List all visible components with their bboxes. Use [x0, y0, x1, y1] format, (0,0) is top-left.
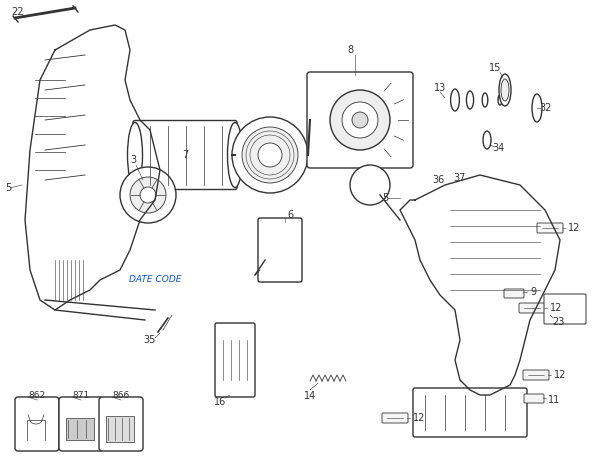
Text: 15: 15 — [489, 63, 501, 73]
Text: 13: 13 — [434, 83, 446, 93]
Text: 12: 12 — [413, 413, 425, 423]
Ellipse shape — [451, 89, 460, 111]
FancyBboxPatch shape — [258, 218, 302, 282]
Circle shape — [120, 167, 176, 223]
FancyBboxPatch shape — [523, 370, 549, 380]
FancyBboxPatch shape — [15, 397, 59, 451]
Text: 5: 5 — [382, 193, 388, 203]
Text: 8: 8 — [347, 45, 353, 55]
Ellipse shape — [501, 79, 509, 101]
Bar — [66, 418, 94, 440]
FancyBboxPatch shape — [59, 397, 103, 451]
Circle shape — [350, 165, 390, 205]
Text: 7: 7 — [182, 150, 188, 160]
Circle shape — [342, 102, 378, 138]
Circle shape — [232, 117, 308, 193]
Text: DATE CODE: DATE CODE — [129, 276, 181, 285]
Text: 16: 16 — [214, 397, 226, 407]
FancyBboxPatch shape — [382, 413, 408, 423]
FancyBboxPatch shape — [99, 397, 143, 451]
Text: 32: 32 — [539, 103, 551, 113]
Ellipse shape — [532, 94, 542, 122]
Ellipse shape — [227, 122, 242, 187]
Text: 34: 34 — [492, 143, 504, 153]
Text: 12: 12 — [550, 303, 562, 313]
FancyBboxPatch shape — [519, 303, 545, 313]
Text: 12: 12 — [554, 370, 566, 380]
Text: 23: 23 — [552, 317, 564, 327]
Text: 866: 866 — [112, 390, 130, 399]
FancyBboxPatch shape — [537, 223, 563, 233]
Circle shape — [258, 143, 282, 167]
Text: 9: 9 — [530, 287, 536, 297]
Ellipse shape — [466, 91, 473, 109]
Circle shape — [242, 127, 298, 183]
Text: 862: 862 — [28, 390, 46, 399]
Text: 37: 37 — [454, 173, 466, 183]
Circle shape — [140, 187, 156, 203]
Text: 3: 3 — [130, 155, 136, 165]
FancyBboxPatch shape — [413, 388, 527, 437]
Text: 6: 6 — [287, 210, 293, 220]
Ellipse shape — [128, 122, 143, 187]
FancyBboxPatch shape — [133, 121, 237, 190]
FancyBboxPatch shape — [524, 394, 544, 403]
Text: 35: 35 — [144, 335, 156, 345]
FancyBboxPatch shape — [307, 72, 413, 168]
Text: 12: 12 — [568, 223, 580, 233]
Circle shape — [130, 177, 166, 213]
Ellipse shape — [498, 95, 502, 105]
Text: 36: 36 — [432, 175, 444, 185]
Text: 871: 871 — [73, 390, 89, 399]
Text: 14: 14 — [304, 391, 316, 401]
Text: 22: 22 — [12, 7, 24, 17]
Ellipse shape — [482, 93, 488, 107]
FancyBboxPatch shape — [504, 289, 524, 298]
Ellipse shape — [483, 131, 491, 149]
Circle shape — [352, 112, 368, 128]
Text: 5: 5 — [5, 183, 11, 193]
Text: 11: 11 — [548, 395, 560, 405]
Circle shape — [330, 90, 390, 150]
FancyBboxPatch shape — [544, 294, 586, 324]
FancyBboxPatch shape — [215, 323, 255, 397]
Ellipse shape — [499, 74, 511, 106]
Bar — [106, 416, 134, 442]
